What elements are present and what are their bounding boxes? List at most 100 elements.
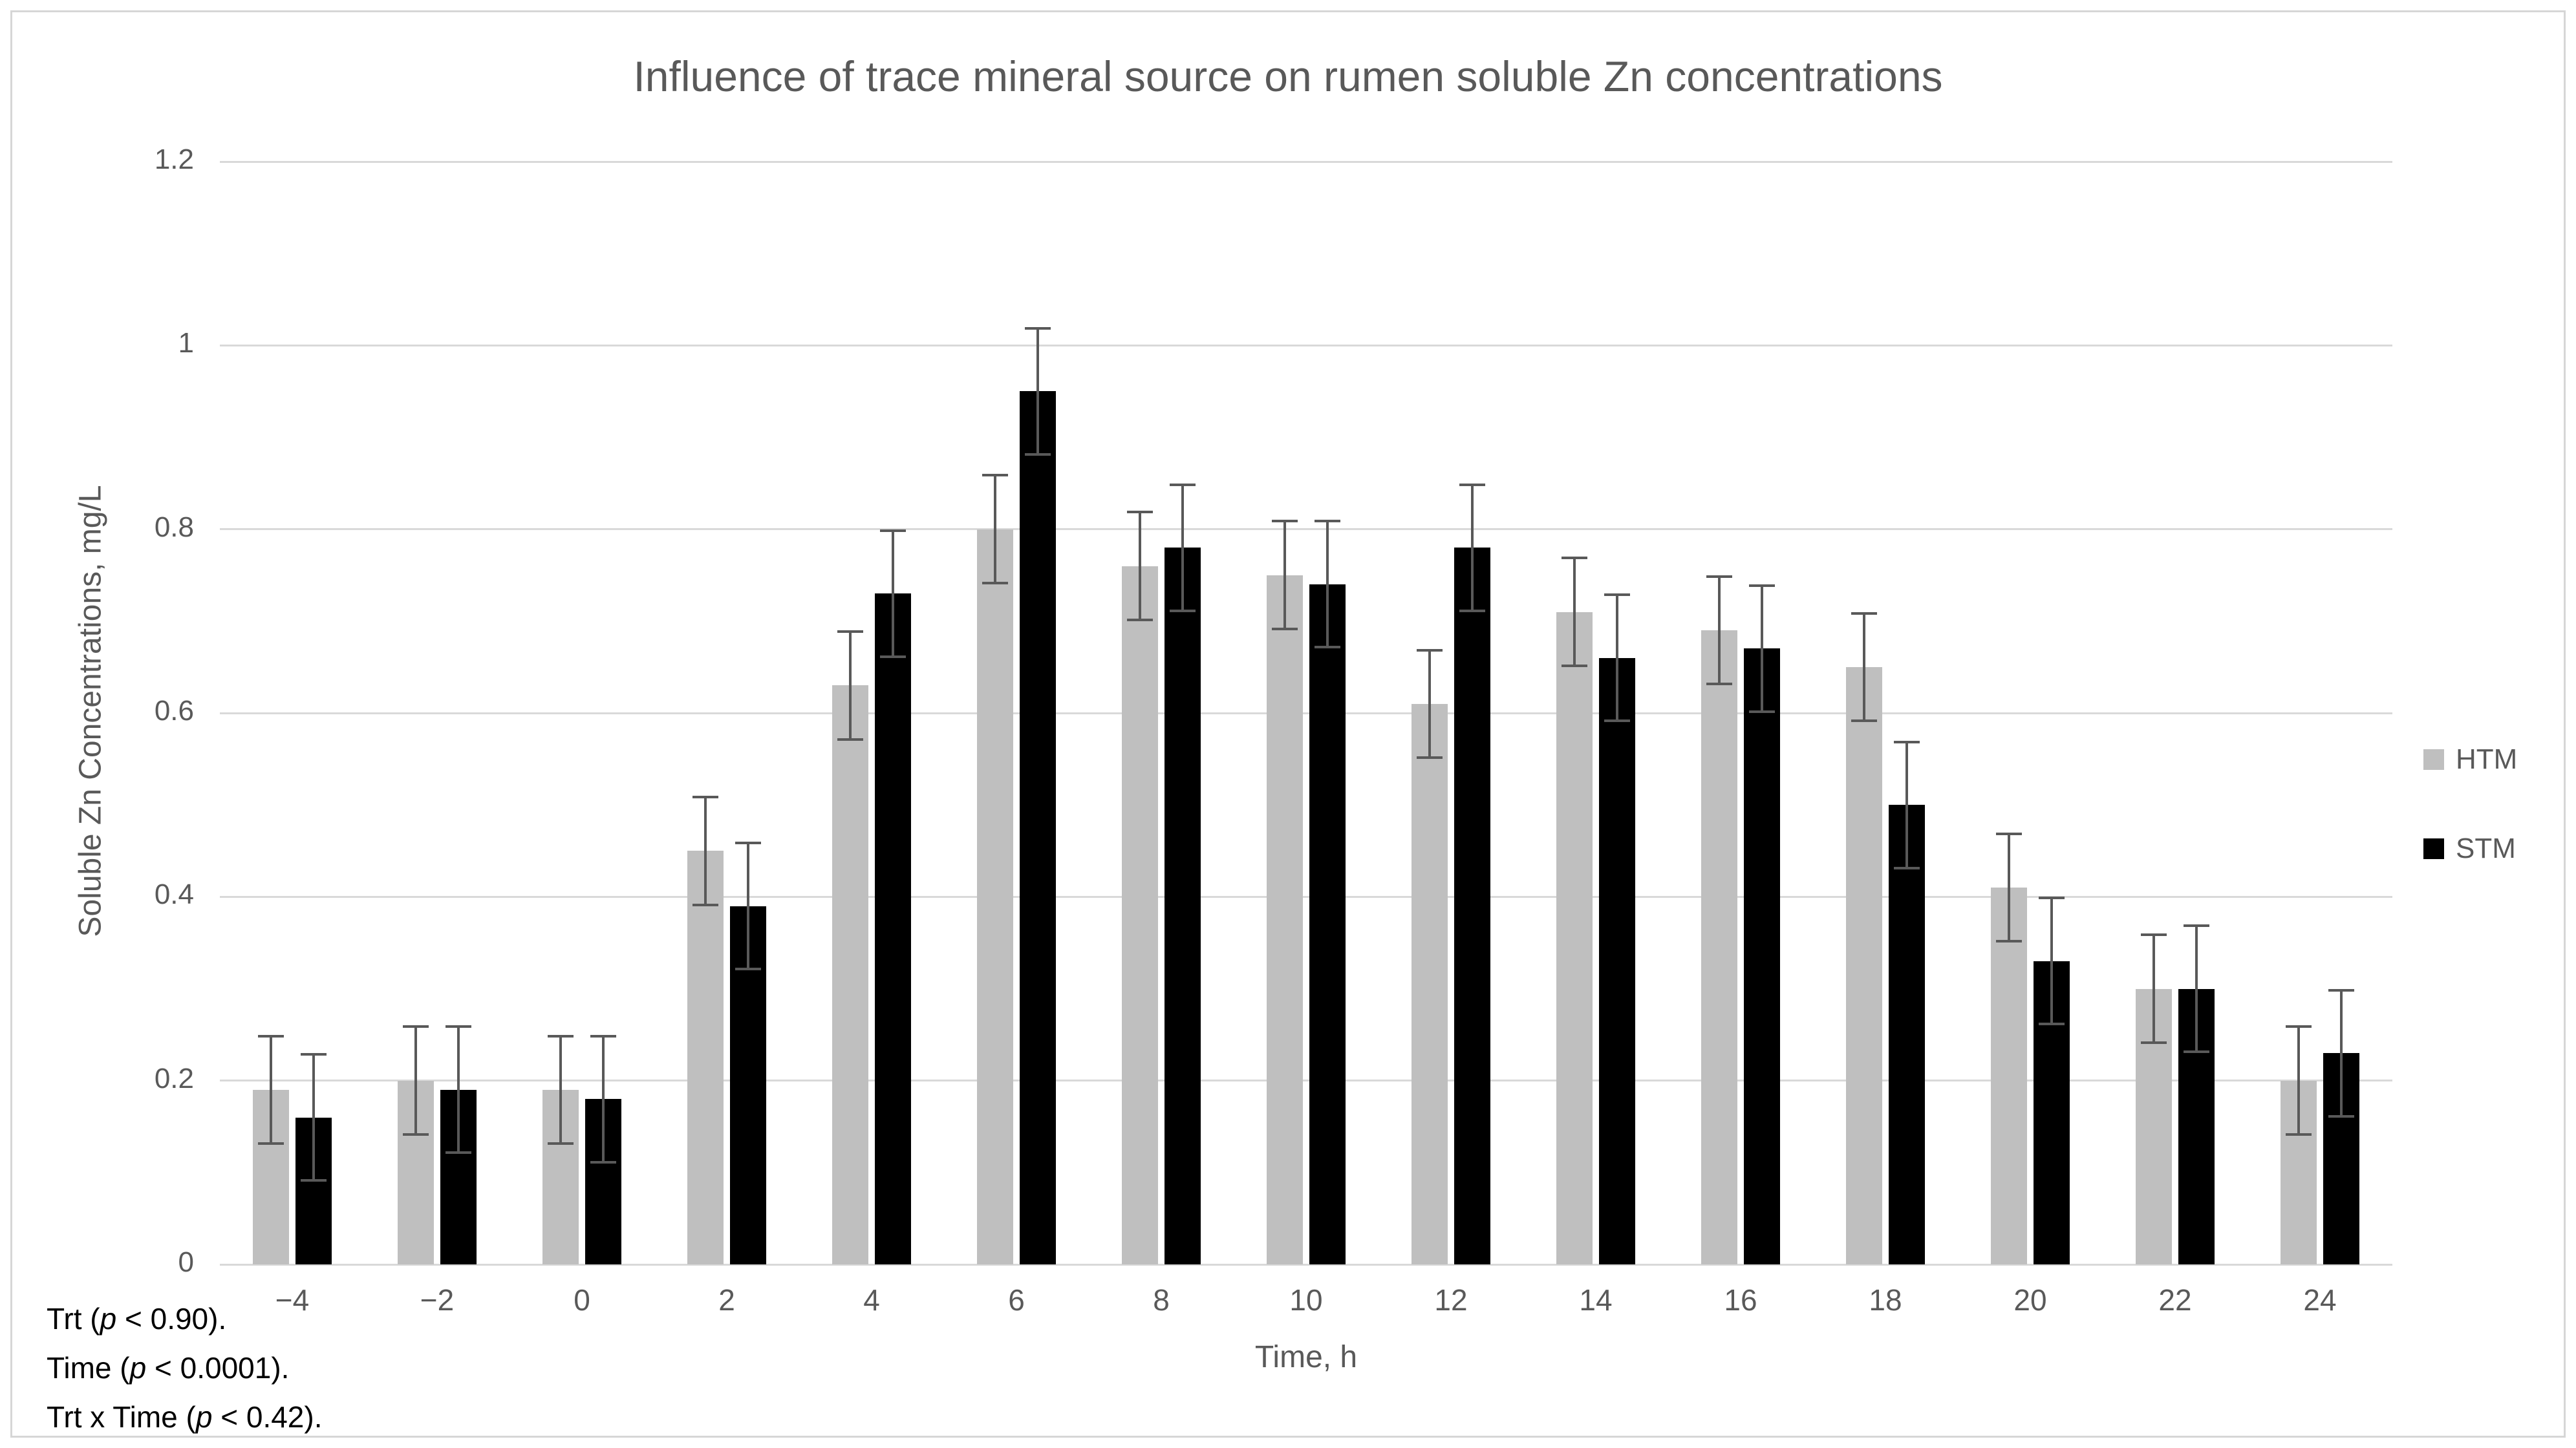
gridline xyxy=(220,1263,2392,1266)
gridline xyxy=(220,895,2392,898)
error-cap-bottom xyxy=(1894,866,1920,869)
bar-htm-12 xyxy=(1411,703,1448,1264)
y-tick-label: 0.4 xyxy=(154,878,194,911)
error-cap-bottom xyxy=(735,968,761,971)
error-bar-stm-0 xyxy=(590,1034,616,1164)
error-cap-bottom xyxy=(258,1142,284,1145)
bar-stm-12 xyxy=(1454,548,1490,1264)
stats-annotations: Trt (p < 0.90). Time (p < 0.0001). Trt x… xyxy=(47,1294,323,1442)
y-tick-label: 0.6 xyxy=(154,695,194,727)
chart-title: Influence of trace mineral source on rum… xyxy=(633,52,1943,100)
x-tick-label: 10 xyxy=(1289,1283,1323,1317)
error-cap-bottom xyxy=(1315,646,1340,649)
error-cap-bottom xyxy=(1562,664,1587,667)
annotation-trt-x-time: Trt x Time (p < 0.42). xyxy=(47,1400,323,1434)
legend-item-stm: STM xyxy=(2423,833,2517,865)
error-stem xyxy=(2297,1025,2300,1136)
error-cap-bottom xyxy=(2141,1041,2167,1044)
bar-htm-4 xyxy=(832,685,868,1264)
error-bar-htm-6 xyxy=(982,474,1008,584)
error-bar-stm-4 xyxy=(880,529,906,658)
error-bar-stm-8 xyxy=(1170,483,1196,612)
error-stem xyxy=(457,1025,460,1155)
error-stem xyxy=(1326,520,1329,649)
error-stem xyxy=(1036,326,1039,456)
error-stem xyxy=(1616,593,1618,723)
bar-stm-4 xyxy=(875,593,911,1264)
bar-stm-14 xyxy=(1599,657,1635,1264)
error-cap-bottom xyxy=(1604,719,1630,723)
error-stem xyxy=(994,474,996,584)
bar-stm-6 xyxy=(1020,391,1056,1264)
annotation-time: Time (p < 0.0001). xyxy=(47,1351,290,1385)
legend: HTM STM xyxy=(2423,743,2517,865)
y-tick-label: 1 xyxy=(178,327,194,359)
error-bar-htm-18 xyxy=(1851,612,1877,723)
gridline xyxy=(220,1080,2392,1082)
error-bar-htm-16 xyxy=(1706,575,1732,686)
error-cap-bottom xyxy=(1749,710,1775,713)
error-stem xyxy=(2340,988,2343,1118)
chart-border xyxy=(10,10,2566,1438)
bar-stm-16 xyxy=(1744,648,1780,1264)
gridline xyxy=(220,712,2392,714)
error-bar-stm-20 xyxy=(2039,897,2065,1026)
y-tick-label: 1.2 xyxy=(154,144,194,175)
x-tick-label: 22 xyxy=(2158,1283,2192,1317)
error-bar-stm-12 xyxy=(1459,483,1485,612)
error-bar-htm-−2 xyxy=(403,1025,429,1136)
error-stem xyxy=(849,630,852,741)
error-stem xyxy=(892,529,894,658)
bar-htm-6 xyxy=(977,529,1013,1264)
error-cap-bottom xyxy=(2328,1114,2354,1118)
bar-htm-2 xyxy=(687,851,724,1264)
error-cap-bottom xyxy=(1272,628,1298,631)
error-cap-bottom xyxy=(1706,683,1732,686)
x-tick-label: 16 xyxy=(1724,1283,1757,1317)
error-cap-bottom xyxy=(403,1133,429,1136)
y-tick-label: 0.8 xyxy=(154,511,194,543)
y-tick-label: 0.2 xyxy=(154,1062,194,1094)
error-cap-bottom xyxy=(1851,719,1877,723)
legend-swatch-stm xyxy=(2423,838,2444,859)
error-stem xyxy=(1283,520,1286,631)
bar-stm-18 xyxy=(1889,805,1925,1264)
error-bar-htm-0 xyxy=(548,1034,574,1145)
error-stem xyxy=(747,842,749,971)
error-cap-bottom xyxy=(548,1142,574,1145)
x-tick-label: 18 xyxy=(1869,1283,1902,1317)
error-cap-bottom xyxy=(590,1160,616,1164)
bar-htm-20 xyxy=(1991,888,2027,1264)
error-bar-htm-10 xyxy=(1272,520,1298,631)
error-cap-bottom xyxy=(1417,756,1443,760)
error-bar-htm-12 xyxy=(1417,648,1443,760)
error-bar-htm-−4 xyxy=(258,1034,284,1145)
bar-htm-10 xyxy=(1267,575,1303,1264)
x-tick-label: 8 xyxy=(1153,1283,1170,1317)
error-stem xyxy=(602,1034,605,1164)
x-tick-label: 12 xyxy=(1434,1283,1468,1317)
x-tick-label: 0 xyxy=(574,1283,590,1317)
error-bar-stm-−2 xyxy=(445,1025,471,1155)
error-stem xyxy=(559,1034,562,1145)
legend-swatch-htm xyxy=(2423,749,2444,770)
x-tick-label: 24 xyxy=(2303,1283,2337,1317)
error-bar-stm-2 xyxy=(735,842,761,971)
error-cap-bottom xyxy=(301,1179,327,1182)
error-stem xyxy=(1761,584,1763,713)
error-bar-htm-4 xyxy=(837,630,863,741)
error-cap-bottom xyxy=(1025,452,1051,456)
y-tick-label: 0 xyxy=(178,1246,194,1278)
error-stem xyxy=(1573,557,1576,667)
error-stem xyxy=(312,1053,315,1182)
error-stem xyxy=(1718,575,1721,686)
legend-label-stm: STM xyxy=(2456,833,2516,864)
error-bar-stm-24 xyxy=(2328,988,2354,1118)
error-cap-bottom xyxy=(2286,1133,2312,1136)
error-stem xyxy=(1139,511,1141,621)
error-bar-htm-20 xyxy=(1996,832,2022,943)
x-axis-title: Time, h xyxy=(1254,1340,1358,1374)
error-stem xyxy=(2050,897,2053,1026)
x-tick-label: 6 xyxy=(1008,1283,1025,1317)
